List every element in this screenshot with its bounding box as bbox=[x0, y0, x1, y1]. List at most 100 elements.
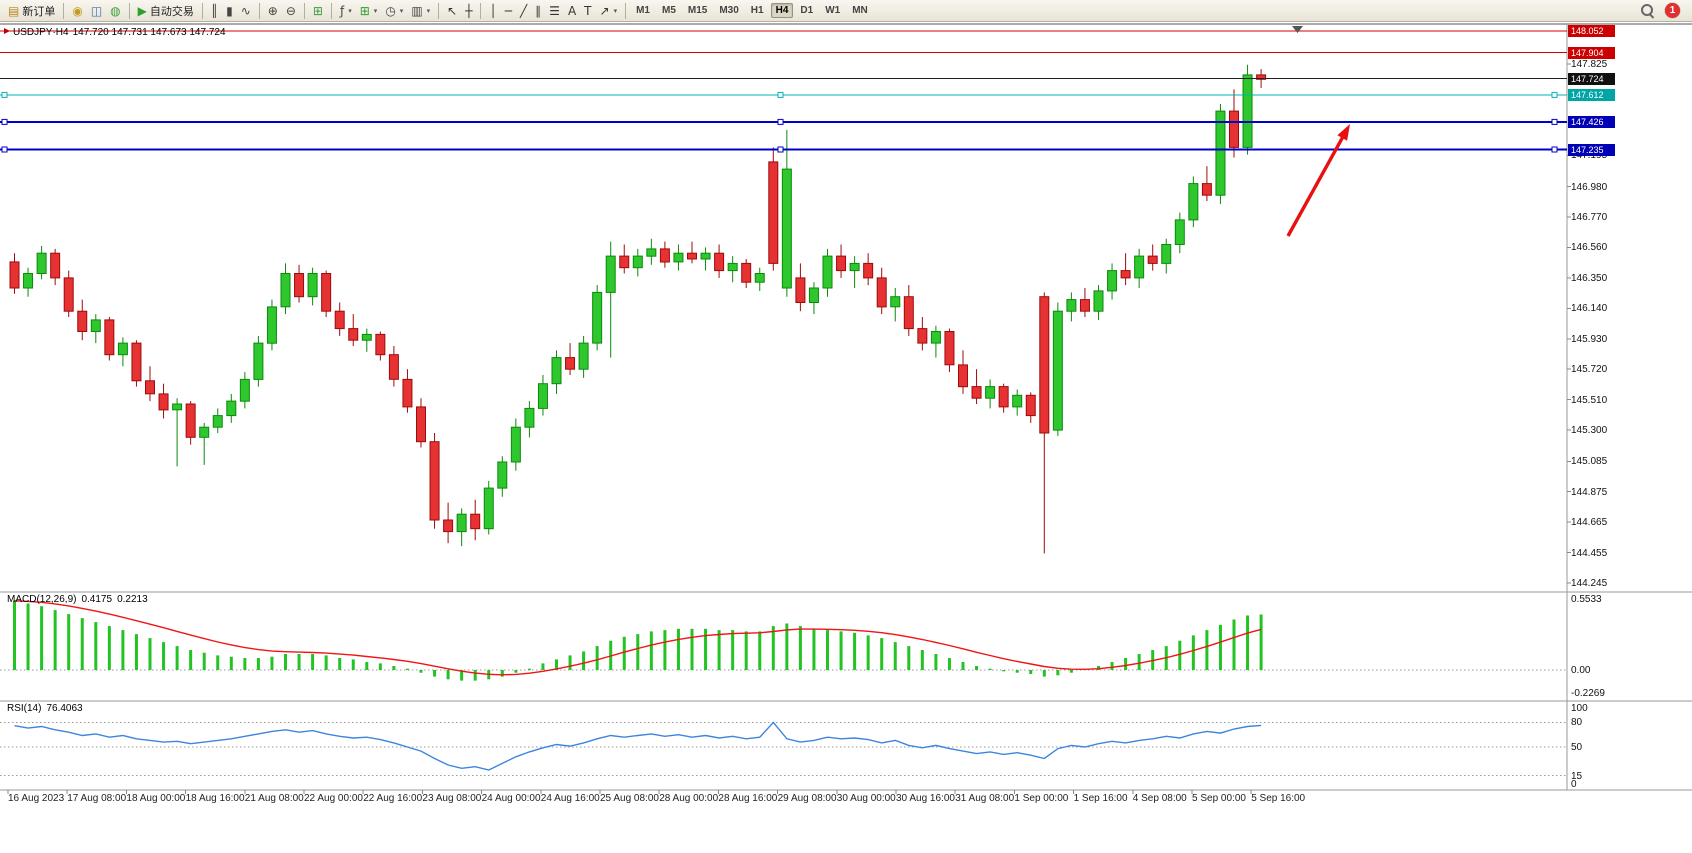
timeframe-h4[interactable]: H4 bbox=[770, 3, 794, 18]
candle-body bbox=[781, 168, 792, 289]
rsi-axis-label: 50 bbox=[1571, 742, 1583, 753]
bar-chart-button[interactable]: ║ bbox=[208, 4, 221, 18]
market-watch-button[interactable]: ◉ bbox=[69, 4, 85, 18]
time-axis-label: 5 Sep 00:00 bbox=[1192, 793, 1246, 804]
arrow-annotation-head[interactable] bbox=[1337, 124, 1350, 141]
shapes-dropdown-icon[interactable]: ▾ bbox=[613, 6, 618, 15]
candlestick-series bbox=[9, 64, 1267, 554]
shapes-button[interactable]: ↗ ▾ bbox=[597, 4, 621, 18]
data-window-button[interactable]: ◫ bbox=[88, 4, 105, 18]
trendline-icon: ╱ bbox=[519, 3, 528, 18]
add-indicator-dropdown-icon[interactable]: ▾ bbox=[373, 6, 378, 15]
price-axis-label: 144.665 bbox=[1571, 517, 1608, 529]
candlestick-chart-button[interactable]: ▮ bbox=[223, 4, 236, 18]
label-button[interactable]: T bbox=[581, 4, 594, 18]
price-axis-label: 146.140 bbox=[1571, 303, 1608, 315]
templates-button[interactable]: ▥ ▾ bbox=[408, 4, 433, 18]
new-order-button[interactable]: ▤ 新订单 bbox=[5, 2, 58, 20]
hline-handle[interactable] bbox=[777, 146, 784, 153]
timeframe-h1[interactable]: H1 bbox=[750, 5, 764, 16]
timeframe-m1[interactable]: M1 bbox=[636, 5, 650, 16]
hline-handle[interactable] bbox=[1551, 118, 1558, 125]
search-icon[interactable] bbox=[1640, 3, 1655, 18]
macd-name: MACD(12,26,9) bbox=[7, 594, 77, 605]
indicators-dropdown-icon[interactable]: ▾ bbox=[348, 6, 352, 15]
periods-dropdown-icon[interactable]: ▾ bbox=[399, 6, 404, 15]
candle-body bbox=[917, 328, 928, 344]
candle-body bbox=[605, 255, 616, 293]
zoom-in-button[interactable]: ⊕ bbox=[265, 4, 281, 18]
candle-body bbox=[551, 357, 562, 385]
fibonacci-button[interactable]: ☰ bbox=[546, 4, 563, 18]
candle-body bbox=[1215, 110, 1226, 196]
cursor-button[interactable]: ↖ bbox=[444, 4, 460, 18]
candle-body bbox=[90, 319, 101, 332]
tile-windows-button[interactable]: ⊞ bbox=[310, 4, 326, 18]
candle-body bbox=[632, 255, 643, 269]
toolbar-divider bbox=[201, 2, 203, 19]
timeframe-w1[interactable]: W1 bbox=[825, 5, 841, 16]
hline-handle[interactable] bbox=[1551, 91, 1558, 98]
toolbar-divider bbox=[625, 2, 627, 19]
candle-body bbox=[1093, 290, 1104, 312]
candle-body bbox=[1066, 299, 1077, 312]
toolbar-divider bbox=[438, 2, 440, 19]
time-axis-label: 18 Aug 00:00 bbox=[126, 793, 186, 804]
chart-shift-marker-icon[interactable] bbox=[1292, 26, 1303, 33]
candle-body bbox=[1242, 74, 1253, 148]
candle-body bbox=[117, 342, 128, 356]
price-axis-label: 145.510 bbox=[1571, 394, 1608, 406]
crosshair-button[interactable]: ┼ bbox=[462, 4, 475, 18]
horizontal-line-icon: ─ bbox=[504, 3, 512, 18]
auto-trading-button[interactable]: ▶ 自动交易 bbox=[135, 2, 197, 20]
zoom-out-button[interactable]: ⊖ bbox=[283, 4, 299, 18]
timeframe-m5[interactable]: M5 bbox=[661, 5, 676, 16]
hline-handle[interactable] bbox=[1551, 146, 1558, 153]
candle-body bbox=[77, 310, 88, 333]
trendline-button[interactable]: ╱ bbox=[517, 4, 530, 18]
text-button[interactable]: A bbox=[565, 4, 579, 18]
time-axis-label: 22 Aug 16:00 bbox=[363, 793, 423, 804]
zoom-in-icon: ⊕ bbox=[267, 3, 278, 18]
arrow-annotation-line[interactable] bbox=[1286, 131, 1348, 237]
notification-badge[interactable]: 1 bbox=[1665, 3, 1680, 18]
timeframe-m15[interactable]: M15 bbox=[687, 5, 708, 16]
indicators-button[interactable]: ƒ ▾ bbox=[337, 4, 355, 18]
candle-body bbox=[673, 252, 684, 263]
add-indicator-button[interactable]: ⊞ ▾ bbox=[357, 4, 381, 18]
vertical-line-button[interactable]: │ bbox=[486, 4, 499, 18]
candle-body bbox=[36, 252, 47, 274]
candle-body bbox=[646, 248, 657, 257]
candle-body bbox=[280, 273, 291, 308]
price-axis-label: 146.980 bbox=[1571, 181, 1608, 193]
timeframe-mn[interactable]: MN bbox=[852, 5, 868, 16]
macd-axis-label: -0.2269 bbox=[1571, 688, 1605, 699]
navigator-button[interactable]: ◍ bbox=[107, 4, 123, 18]
candle-body bbox=[483, 487, 494, 530]
candle-body bbox=[1174, 219, 1185, 245]
hline-handle[interactable] bbox=[777, 91, 784, 98]
channel-button[interactable]: ∥ bbox=[532, 4, 544, 18]
templates-dropdown-icon[interactable]: ▾ bbox=[426, 6, 431, 15]
hline-handle[interactable] bbox=[1, 91, 8, 98]
horizontal-line-button[interactable]: ─ bbox=[502, 4, 515, 18]
chart-ohlc-values: 147.720 147.731 147.673 147.724 bbox=[72, 27, 226, 38]
hline-handle[interactable] bbox=[1, 146, 8, 153]
candle-body bbox=[1052, 310, 1063, 431]
price-level-badge: 148.052 bbox=[1568, 25, 1615, 38]
periods-button[interactable]: ◷ ▾ bbox=[382, 4, 406, 18]
timeframe-d1[interactable]: D1 bbox=[800, 5, 814, 16]
hline-handle[interactable] bbox=[1, 118, 8, 125]
data-window-icon: ◫ bbox=[90, 3, 103, 18]
macd-axis-label: 0.5533 bbox=[1571, 594, 1602, 605]
timeframe-m30[interactable]: M30 bbox=[719, 5, 739, 16]
new-order-label: 新订单 bbox=[22, 5, 56, 18]
toolbar-right-group: 1 bbox=[1640, 3, 1688, 18]
candle-body bbox=[172, 403, 183, 411]
price-axis-label: 147.195 bbox=[1571, 150, 1608, 162]
toolbar-divider bbox=[63, 2, 65, 19]
candle-body bbox=[768, 161, 779, 264]
line-chart-button[interactable]: ∿ bbox=[238, 4, 254, 18]
hline-handle[interactable] bbox=[777, 118, 784, 125]
